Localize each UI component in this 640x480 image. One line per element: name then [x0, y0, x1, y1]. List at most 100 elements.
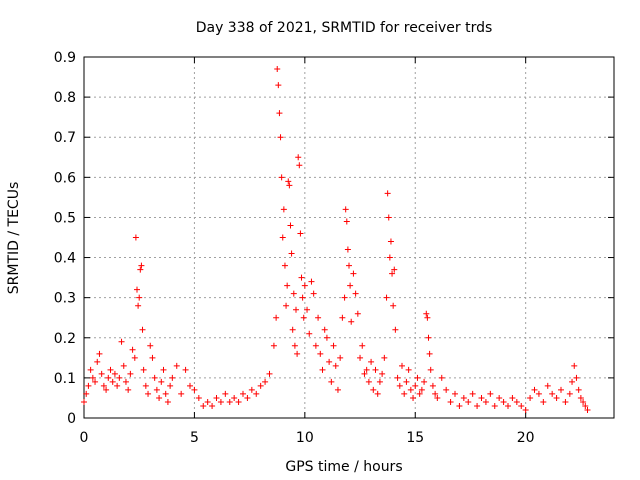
data-point: [274, 66, 281, 73]
data-point: [139, 326, 146, 333]
data-point: [348, 318, 355, 325]
data-point: [387, 238, 394, 245]
data-point: [222, 390, 229, 397]
data-point: [315, 314, 322, 321]
data-point: [432, 390, 439, 397]
y-tick-label: 0: [67, 411, 76, 427]
data-point: [120, 362, 127, 369]
data-point: [291, 342, 298, 349]
data-point: [368, 358, 375, 365]
data-point: [429, 382, 436, 389]
data-point: [384, 190, 391, 197]
data-point: [334, 386, 341, 393]
data-point: [456, 402, 463, 409]
data-point: [290, 290, 297, 297]
data-point: [438, 374, 445, 381]
data-point: [443, 386, 450, 393]
data-point: [339, 314, 346, 321]
data-point: [452, 390, 458, 397]
x-tick-label: 0: [80, 430, 89, 446]
data-point: [94, 358, 101, 365]
data-point: [162, 390, 169, 397]
data-point: [412, 382, 419, 389]
data-point: [83, 390, 90, 397]
data-point: [491, 402, 498, 409]
data-point: [300, 314, 307, 321]
data-point: [396, 382, 403, 389]
data-point: [142, 382, 149, 389]
data-point: [109, 378, 116, 385]
data-point: [200, 402, 207, 409]
data-point: [105, 374, 112, 381]
data-point: [262, 378, 269, 385]
x-ticks: 0 5 10 15 20: [80, 57, 535, 446]
data-point: [278, 174, 285, 181]
data-point: [187, 382, 193, 389]
data-point: [129, 346, 136, 353]
data-point: [399, 362, 405, 369]
data-point: [125, 386, 132, 393]
data-point: [394, 374, 401, 381]
data-point: [98, 370, 105, 377]
data-point: [527, 394, 534, 401]
data-point: [293, 306, 299, 313]
data-point: [569, 378, 576, 385]
data-point: [425, 334, 432, 341]
data-point: [132, 234, 139, 241]
data-point: [372, 366, 379, 373]
data-point: [418, 386, 425, 393]
data-point: [280, 206, 287, 213]
data-point: [127, 370, 134, 377]
y-tick-label: 0.6: [54, 170, 76, 186]
data-point: [297, 230, 304, 237]
data-point: [374, 390, 381, 397]
data-point: [147, 342, 154, 349]
data-point: [447, 398, 454, 405]
data-point: [505, 402, 511, 409]
data-point: [310, 290, 317, 297]
data-point: [317, 350, 324, 357]
data-point: [213, 394, 220, 401]
data-point: [209, 402, 216, 409]
data-point: [460, 394, 467, 401]
data-point: [535, 390, 542, 397]
data-point: [566, 390, 573, 397]
data-point: [321, 326, 328, 333]
data-point: [294, 350, 301, 357]
data-point: [244, 394, 251, 401]
data-point: [284, 282, 291, 289]
data-point: [518, 402, 525, 409]
data-point: [288, 250, 295, 257]
data-point: [558, 386, 564, 393]
data-point: [354, 310, 361, 317]
data-point: [426, 350, 433, 357]
data-point: [298, 274, 305, 281]
data-point: [135, 302, 142, 309]
data-point: [308, 278, 315, 285]
data-point: [465, 398, 472, 405]
data-point: [405, 366, 412, 373]
data-point: [482, 398, 489, 405]
data-point: [140, 366, 147, 373]
data-point: [156, 394, 163, 401]
data-point: [379, 370, 386, 377]
data-point: [330, 342, 337, 349]
data-point: [270, 342, 277, 349]
data-point: [573, 374, 580, 381]
data-point: [87, 366, 94, 373]
y-tick-label: 0.9: [54, 50, 76, 66]
data-point: [381, 354, 388, 361]
data-point: [173, 362, 180, 369]
data-point: [577, 394, 584, 401]
data-point: [323, 334, 330, 341]
data-point: [276, 110, 283, 117]
data-point: [100, 382, 107, 389]
data-point: [118, 338, 125, 345]
data-point: [357, 354, 364, 361]
data-point: [342, 206, 349, 213]
data-point: [347, 282, 354, 289]
data-point: [469, 390, 476, 397]
data-point: [279, 234, 286, 241]
data-point: [352, 290, 359, 297]
